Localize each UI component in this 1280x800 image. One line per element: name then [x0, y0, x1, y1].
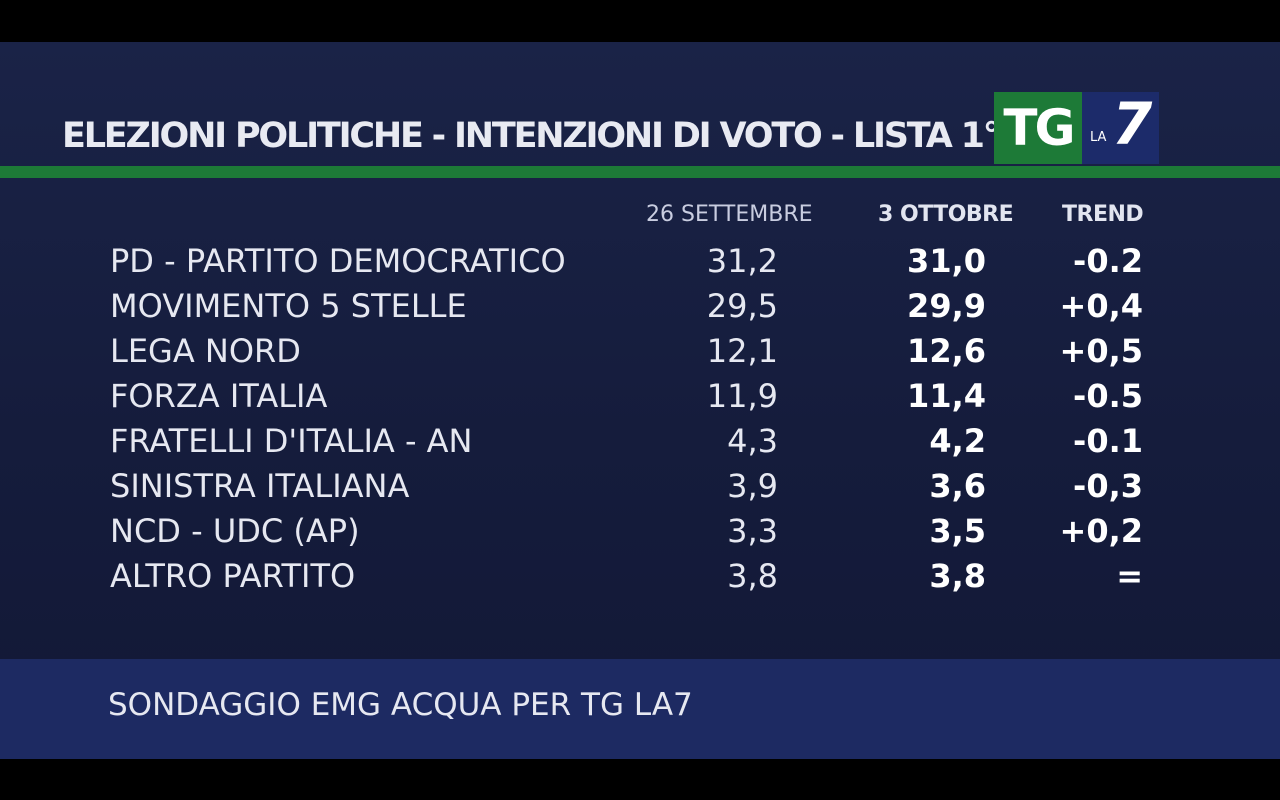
previous-value: 29,5: [706, 287, 778, 325]
table-row: FORZA ITALIA 11,9 11,4 -0.5: [0, 375, 1280, 420]
previous-value: 4,3: [727, 422, 778, 460]
table-row: MOVIMENTO 5 STELLE 29,5 29,9 +0,4: [0, 285, 1280, 330]
logo-la7: LA 7: [1082, 90, 1159, 164]
party-name: FORZA ITALIA: [110, 377, 328, 415]
current-value: 4,2: [929, 422, 986, 460]
trend-value: +0,5: [1059, 332, 1144, 370]
current-value: 11,4: [907, 377, 986, 415]
trend-value: -0.5: [1073, 377, 1143, 415]
current-value: 3,5: [929, 512, 986, 550]
footer-bar: SONDAGGIO EMG ACQUA PER TG LA7: [0, 659, 1280, 759]
green-divider: [0, 166, 1280, 178]
current-value: 3,6: [929, 467, 986, 505]
table-row: LEGA NORD 12,1 12,6 +0,5: [0, 330, 1280, 375]
party-name: MOVIMENTO 5 STELLE: [110, 287, 467, 325]
previous-value: 11,9: [706, 377, 778, 415]
trend-value: -0.2: [1073, 242, 1143, 280]
party-name: LEGA NORD: [110, 332, 301, 370]
party-name: ALTRO PARTITO: [110, 557, 356, 595]
column-header-previous: 26 SETTEMBRE: [646, 202, 813, 227]
table-row: NCD - UDC (AP) 3,3 3,5 +0,2: [0, 510, 1280, 555]
previous-value: 3,9: [727, 467, 778, 505]
party-name: NCD - UDC (AP): [110, 512, 360, 550]
previous-value: 31,2: [706, 242, 778, 280]
poll-source: SONDAGGIO EMG ACQUA PER TG LA7: [108, 687, 693, 723]
table-row: PD - PARTITO DEMOCRATICO 31,2 31,0 -0.2: [0, 240, 1280, 285]
current-value: 3,8: [929, 557, 986, 595]
current-value: 31,0: [907, 242, 986, 280]
previous-value: 12,1: [706, 332, 778, 370]
trend-value: +0,4: [1059, 287, 1144, 325]
party-name: SINISTRA ITALIANA: [110, 467, 410, 505]
table-row: FRATELLI D'ITALIA - AN 4,3 4,2 -0.1: [0, 420, 1280, 465]
previous-value: 3,8: [727, 557, 778, 595]
current-value: 29,9: [907, 287, 986, 325]
table-row: ALTRO PARTITO 3,8 3,8 =: [0, 555, 1280, 600]
current-value: 12,6: [907, 332, 986, 370]
party-name: FRATELLI D'ITALIA - AN: [110, 422, 473, 460]
logo-seven: 7: [1112, 90, 1153, 158]
column-header-trend: TREND: [1062, 202, 1144, 227]
logo-la: LA: [1090, 130, 1107, 145]
graphic-title: ELEZIONI POLITICHE - INTENZIONI DI VOTO …: [62, 116, 1100, 156]
trend-value: -0,3: [1073, 467, 1143, 505]
party-name: PD - PARTITO DEMOCRATICO: [110, 242, 566, 280]
broadcast-graphic: ELEZIONI POLITICHE - INTENZIONI DI VOTO …: [0, 42, 1280, 759]
trend-value: =: [1116, 557, 1143, 595]
trend-value: +0,2: [1059, 512, 1144, 550]
trend-value: -0.1: [1073, 422, 1143, 460]
logo-tg: TG: [994, 92, 1082, 164]
column-header-current: 3 OTTOBRE: [878, 202, 1014, 227]
poll-table: PD - PARTITO DEMOCRATICO 31,2 31,0 -0.2 …: [0, 240, 1280, 600]
table-row: SINISTRA ITALIANA 3,9 3,6 -0,3: [0, 465, 1280, 510]
previous-value: 3,3: [727, 512, 778, 550]
tg-la7-logo: TG LA 7: [994, 90, 1159, 164]
